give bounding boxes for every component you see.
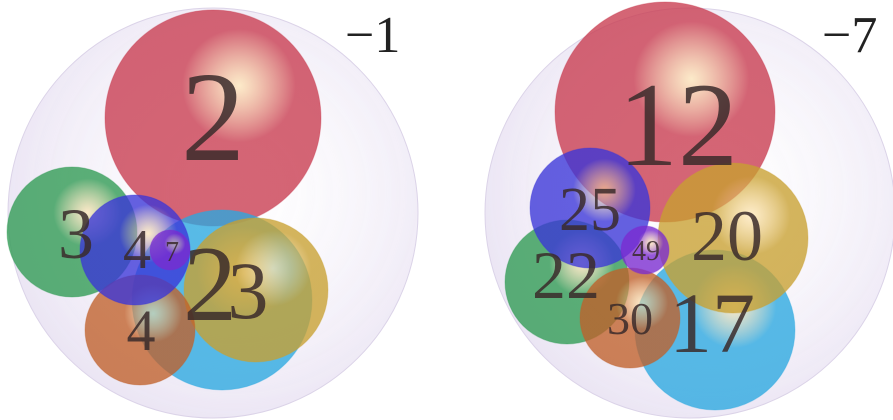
sphere-0-3: [149, 229, 191, 271]
sphere-label-0-3: 7: [165, 237, 179, 268]
sphere-label-1-0: 12: [618, 58, 738, 191]
diagram-right: 12 25 22 49 20 30 17 −7: [484, 1, 893, 419]
sphere-label-0-6: 3: [228, 245, 269, 336]
diagram-left: 2 3 4 7 4 2 3 −1: [6, 7, 419, 419]
sphere-1-1: [529, 147, 651, 269]
sphere-label-1-1: 25: [559, 176, 621, 244]
sphere-label-1-6: 17: [669, 275, 755, 371]
corner-label-left: −1: [345, 7, 400, 64]
sphere-label-1-3: 49: [632, 236, 660, 267]
sphere-1-3: [620, 225, 670, 275]
sphere-label-1-4: 20: [691, 196, 763, 276]
sphere-label-1-5: 30: [607, 293, 653, 344]
sphere-label-0-1: 3: [58, 194, 94, 274]
corner-label-right: −7: [822, 7, 877, 64]
sphere-label-0-0: 2: [181, 46, 245, 188]
sphere-label-0-2: 4: [123, 219, 151, 281]
sphere-0-6: [183, 217, 329, 363]
sphere-label-1-2: 22: [532, 237, 600, 313]
sphere-label-0-5: 2: [183, 225, 237, 344]
sphere-label-0-4: 4: [127, 298, 156, 363]
